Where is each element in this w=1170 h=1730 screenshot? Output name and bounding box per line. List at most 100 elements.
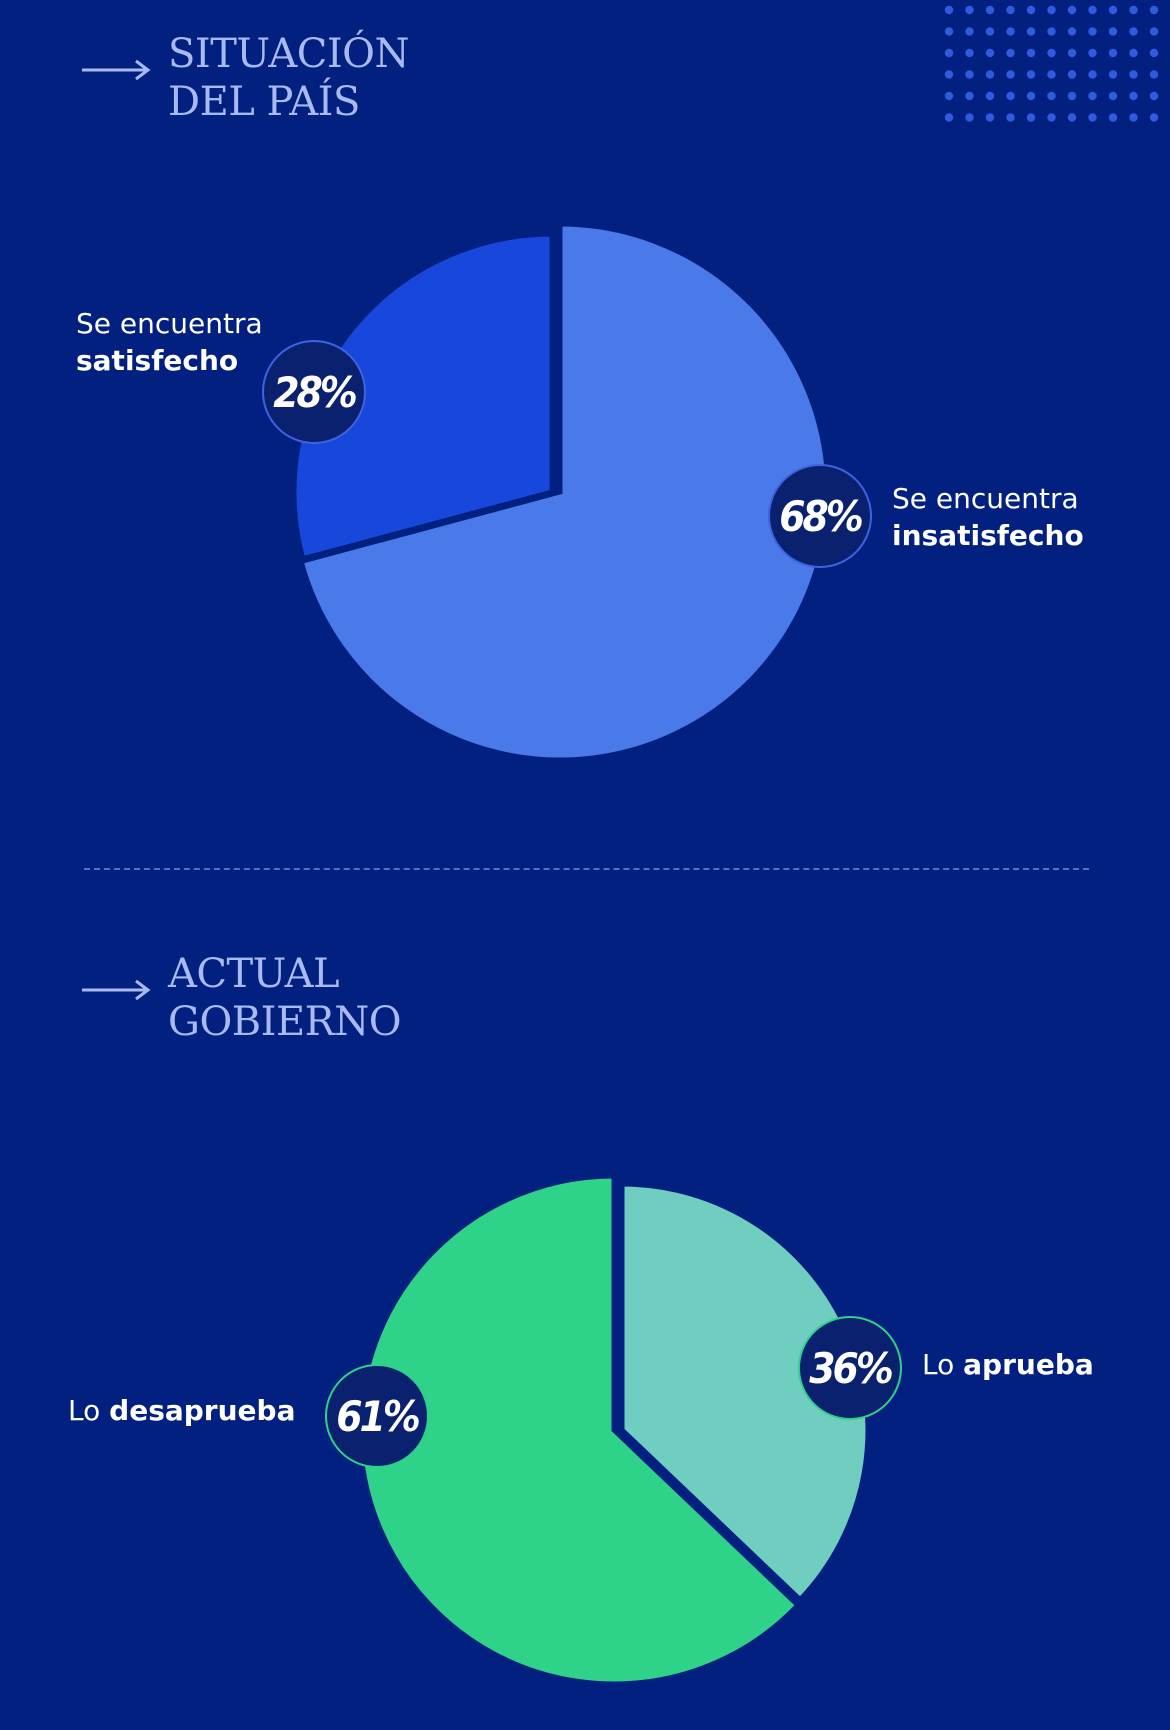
decoration-dot [965,5,974,15]
decoration-dot [1149,91,1159,101]
decoration-dot [1088,27,1097,36]
pie-slice-insatisfecho [298,221,831,763]
decoration-dot [1047,113,1056,122]
pie-svg-situacion [291,221,831,763]
decoration-dot [985,91,995,101]
pie-slice-desaprueba [357,1173,802,1687]
decoration-dot [1108,5,1118,15]
decoration-dot [965,27,974,36]
decoration-dot [985,27,995,36]
decoration-dot [1026,27,1036,36]
decoration-dot [1047,70,1056,79]
decoration-dot [1129,5,1138,15]
value-badge-insatisfecho: 68% [768,464,872,568]
decoration-dot [1067,70,1077,79]
decoration-dot [1129,27,1138,36]
label-insatisfecho: Se encuentra insatisfecho [892,480,1084,554]
decoration-dot [965,70,974,79]
decoration-dot [1006,48,1015,58]
pie-chart-situacion: Se encuentra satisfecho 28% 68% Se encue… [0,0,1170,860]
section-title-gobierno: ACTUAL GOBIERNO [82,950,402,1046]
decoration-dot [1149,5,1159,15]
decoration-dot [1006,113,1015,122]
decoration-dot [1067,27,1077,36]
decoration-dot [1047,91,1056,101]
decoration-dot [1108,70,1118,79]
label-prefix: Lo [922,1348,955,1381]
section-title-situacion: SITUACIÓN DEL PAÍS [82,30,409,126]
decoration-dot [1067,48,1077,58]
decoration-dot [1006,91,1015,101]
decoration-dot [1149,70,1159,79]
decoration-dot [965,48,974,58]
decoration-dot [1108,113,1118,122]
label-line-bold: insatisfecho [892,519,1084,552]
decoration-dot [1006,27,1015,36]
dot-grid-decoration [944,5,1159,122]
pie-slice-satisfecho [291,231,555,562]
decoration-dot [1108,48,1118,58]
decoration-dot [1026,70,1036,79]
label-satisfecho: Se encuentra satisfecho [76,305,263,379]
decoration-dot [1026,5,1036,15]
decoration-dot [1026,113,1036,122]
title-line-2: GOBIERNO [168,999,402,1045]
decoration-dot [1149,48,1159,58]
decoration-dot [1006,5,1015,15]
decoration-dot [944,70,954,79]
label-line-bold: satisfecho [76,344,239,377]
decoration-dot [1088,70,1097,79]
decoration-dot [1067,5,1077,15]
decoration-dot [1108,91,1118,101]
decoration-dot [1129,70,1138,79]
decoration-dot [1088,113,1097,122]
chart-title: SITUACIÓN DEL PAÍS [168,30,409,126]
decoration-dot [1108,27,1118,36]
label-prefix: Lo [68,1394,101,1427]
chart-title: ACTUAL GOBIERNO [168,950,402,1046]
value-badge-aprueba: 36% [798,1316,902,1420]
decoration-dot [1067,113,1077,122]
decoration-dot [1088,91,1097,101]
decoration-dot [944,113,954,122]
decoration-dot [944,5,954,15]
arrow-right-icon [82,59,151,81]
title-line-1: SITUACIÓN [168,31,409,77]
decoration-dot [1047,27,1056,36]
label-line-top: Se encuentra [892,482,1079,515]
value-badge-satisfecho: 28% [262,340,366,444]
decoration-dot [985,48,995,58]
decoration-dot [985,70,995,79]
label-desaprueba: Lo desaprueba [68,1392,295,1429]
label-aprueba: Lo aprueba [922,1346,1094,1383]
decoration-dot [1129,113,1138,122]
decoration-dot [1026,48,1036,58]
decoration-dot [1067,91,1077,101]
decoration-dot [1149,27,1159,36]
decoration-dot [1129,48,1138,58]
title-line-2: DEL PAÍS [168,79,360,125]
decoration-dot [1047,5,1056,15]
label-bold: aprueba [963,1348,1094,1381]
decoration-dot [1047,48,1056,58]
decoration-dot [985,113,995,122]
label-line-top: Se encuentra [76,307,263,340]
decoration-dot [965,91,974,101]
decoration-dot [1129,91,1138,101]
decoration-dot [1026,91,1036,101]
section-divider [84,868,1089,870]
title-line-1: ACTUAL [168,951,340,997]
decoration-dot [965,113,974,122]
decoration-dot [1006,70,1015,79]
decoration-dot [1088,48,1097,58]
decoration-dot [944,27,954,36]
value-badge-desaprueba: 61% [325,1364,429,1468]
label-bold: desaprueba [109,1394,296,1427]
decoration-dot [1088,5,1097,15]
arrow-right-icon [82,979,151,1001]
decoration-dot [1149,113,1159,122]
decoration-dot [944,91,954,101]
decoration-dot [944,48,954,58]
